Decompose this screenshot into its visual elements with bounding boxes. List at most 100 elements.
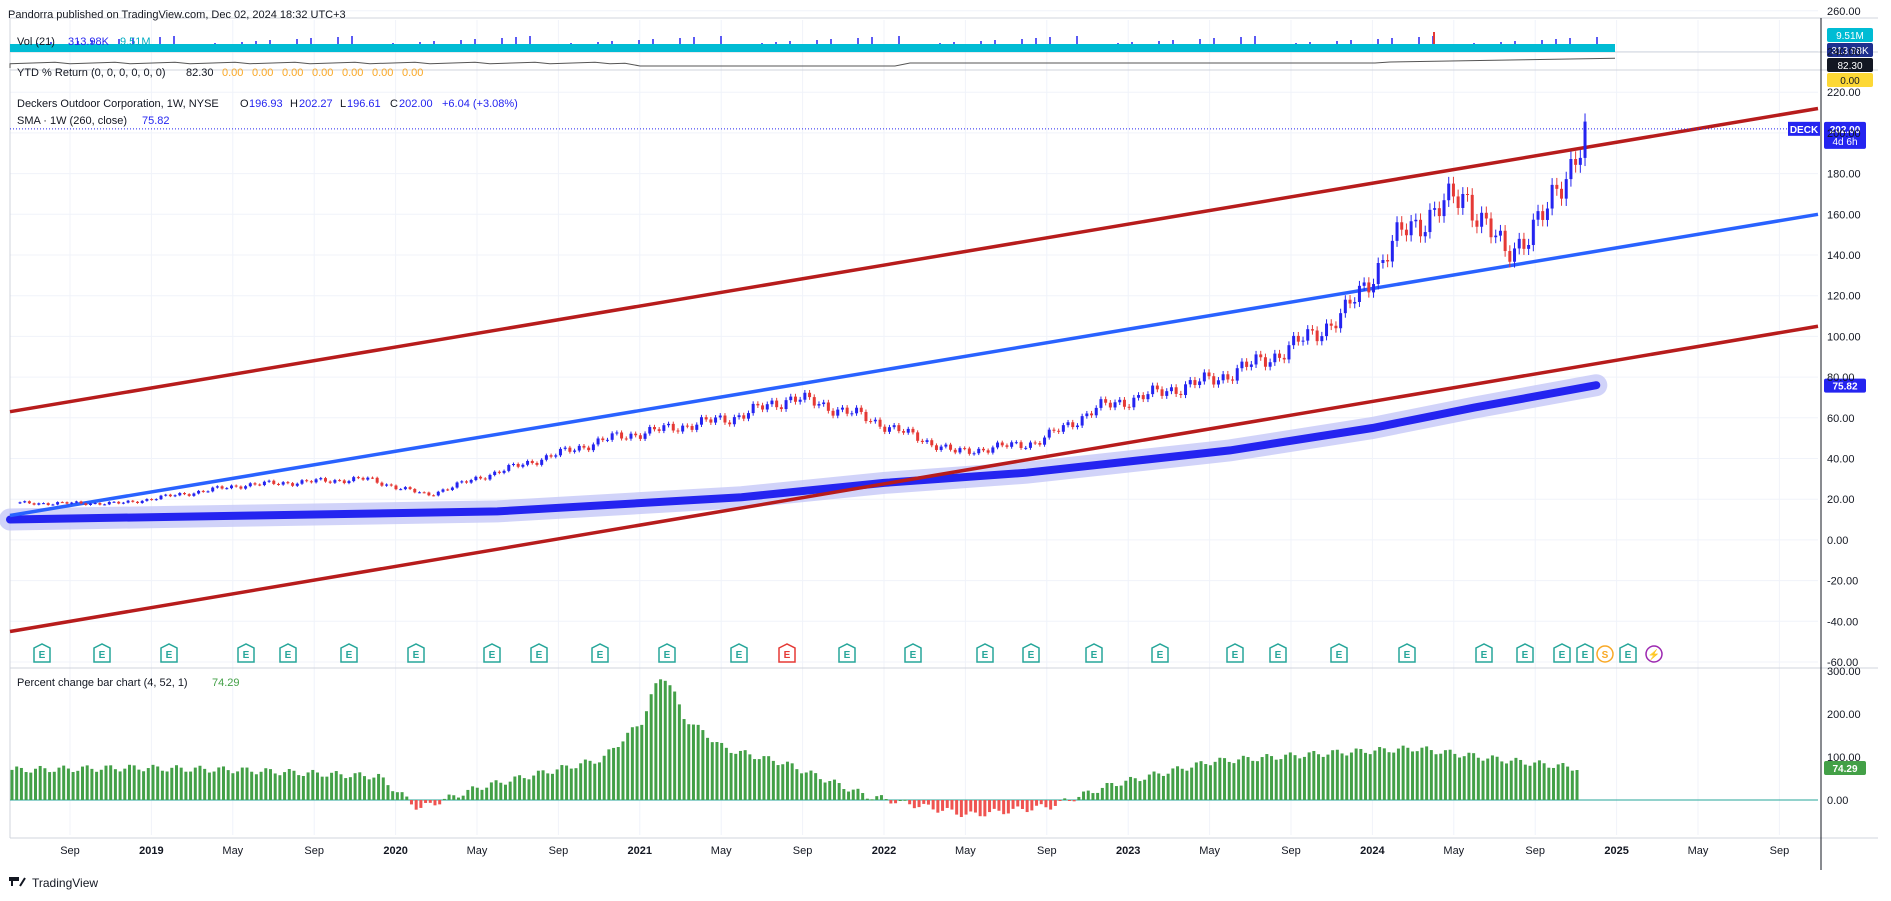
candle-body bbox=[1268, 362, 1272, 367]
candle-body bbox=[497, 471, 501, 473]
pct-bar bbox=[1448, 749, 1452, 800]
pct-bar bbox=[1152, 771, 1156, 800]
dividend-event-icon[interactable] bbox=[1645, 645, 1663, 663]
earnings-event-icon[interactable] bbox=[483, 643, 501, 663]
earnings-event-icon[interactable] bbox=[160, 643, 178, 663]
pct-bar bbox=[400, 792, 404, 800]
candle-body bbox=[60, 502, 64, 504]
candle-body bbox=[605, 439, 609, 441]
pct-bar bbox=[1458, 757, 1462, 800]
earnings-event-icon[interactable] bbox=[591, 643, 609, 663]
earnings-event-icon[interactable] bbox=[658, 643, 676, 663]
candle-body bbox=[126, 500, 130, 503]
pct-bar bbox=[1241, 755, 1245, 800]
earnings-event-icon[interactable] bbox=[279, 643, 297, 663]
pct-bar bbox=[724, 747, 728, 800]
candle-body bbox=[493, 471, 497, 475]
earnings-event-icon[interactable] bbox=[778, 643, 796, 663]
candle-body bbox=[1132, 397, 1136, 408]
candle-body bbox=[1052, 429, 1056, 431]
candle-body bbox=[779, 407, 783, 410]
candle-body bbox=[1484, 212, 1488, 219]
earnings-event-icon[interactable] bbox=[237, 643, 255, 663]
split-event-icon[interactable] bbox=[1596, 645, 1614, 663]
candle-body bbox=[620, 432, 624, 439]
earnings-event-icon[interactable] bbox=[33, 643, 51, 663]
pct-bar bbox=[762, 756, 766, 800]
price-axis-tick: 60.00 bbox=[1827, 413, 1855, 425]
candle-body bbox=[1254, 354, 1258, 365]
candle-body bbox=[1386, 260, 1390, 262]
pct-bar bbox=[729, 752, 733, 800]
earnings-event-icon[interactable] bbox=[1085, 643, 1103, 663]
earnings-event-icon[interactable] bbox=[1151, 643, 1169, 663]
volume-badge-bottom-text: 313.98K bbox=[1831, 46, 1869, 57]
earnings-event-icon[interactable] bbox=[1553, 643, 1571, 663]
candle-body bbox=[883, 426, 887, 432]
earnings-event-icon[interactable] bbox=[976, 643, 994, 663]
candle-body bbox=[295, 483, 299, 486]
pct-bar bbox=[1349, 752, 1353, 800]
earnings-event-icon[interactable] bbox=[1269, 643, 1287, 663]
pct-bar bbox=[283, 772, 287, 800]
candle-body bbox=[634, 433, 638, 436]
event-icon-glyph: E bbox=[784, 650, 791, 661]
pct-axis-tick: 100.00 bbox=[1827, 752, 1861, 764]
ohlc-open: 196.93 bbox=[249, 98, 283, 110]
earnings-event-icon[interactable] bbox=[1516, 643, 1534, 663]
pct-bar bbox=[43, 768, 47, 800]
earnings-event-icon[interactable] bbox=[1022, 643, 1040, 663]
candle-body bbox=[23, 501, 27, 503]
pct-bar bbox=[1552, 767, 1556, 800]
ytd-zero-value: 0.00 bbox=[402, 67, 423, 79]
candle-body bbox=[845, 407, 849, 414]
earnings-event-icon[interactable] bbox=[340, 643, 358, 663]
pct-bar bbox=[29, 772, 33, 800]
candle-body bbox=[27, 501, 31, 504]
candle-body bbox=[718, 415, 722, 418]
candle-body bbox=[1245, 361, 1249, 367]
candle-body bbox=[408, 487, 412, 490]
pct-bar bbox=[1053, 800, 1057, 806]
earnings-event-icon[interactable] bbox=[93, 643, 111, 663]
pct-bar bbox=[1067, 800, 1071, 801]
x-axis-label: Sep bbox=[304, 845, 324, 857]
earnings-event-icon[interactable] bbox=[1619, 643, 1637, 663]
pct-bar bbox=[1396, 748, 1400, 800]
pct-bar bbox=[649, 694, 653, 800]
candle-body bbox=[338, 480, 342, 482]
earnings-event-icon[interactable] bbox=[1330, 643, 1348, 663]
event-icon-glyph: E bbox=[1559, 650, 1566, 661]
earnings-event-icon[interactable] bbox=[730, 643, 748, 663]
candle-body bbox=[873, 419, 877, 422]
pct-bar bbox=[569, 768, 573, 800]
earnings-event-icon[interactable] bbox=[1226, 643, 1244, 663]
x-axis-label: Sep bbox=[549, 845, 569, 857]
pct-bar bbox=[682, 719, 686, 800]
candle-body bbox=[1047, 429, 1051, 438]
pct-bar bbox=[1406, 747, 1410, 800]
candle-body bbox=[591, 444, 595, 451]
candle-body bbox=[761, 405, 765, 410]
pct-bar bbox=[926, 800, 930, 805]
earnings-event-icon[interactable] bbox=[904, 643, 922, 663]
earnings-event-icon[interactable] bbox=[1475, 643, 1493, 663]
candle-body bbox=[178, 493, 182, 496]
earnings-event-icon[interactable] bbox=[838, 643, 856, 663]
earnings-event-icon[interactable] bbox=[407, 643, 425, 663]
pct-bar bbox=[57, 767, 61, 800]
pct-legend-value: 74.29 bbox=[212, 677, 240, 689]
pct-bar bbox=[1143, 779, 1147, 800]
price-axis-tick: -20.00 bbox=[1827, 576, 1858, 588]
pct-bar bbox=[1227, 761, 1231, 800]
earnings-event-icon[interactable] bbox=[530, 643, 548, 663]
earnings-event-icon[interactable] bbox=[1576, 643, 1594, 663]
candle-body bbox=[18, 502, 22, 504]
pct-bar bbox=[33, 768, 37, 800]
candle-body bbox=[1235, 368, 1239, 381]
earnings-event-icon[interactable] bbox=[1398, 643, 1416, 663]
pct-bar bbox=[1086, 790, 1090, 800]
pct-bar bbox=[297, 775, 301, 800]
candle-body bbox=[211, 487, 215, 492]
candle-body bbox=[1141, 395, 1145, 400]
